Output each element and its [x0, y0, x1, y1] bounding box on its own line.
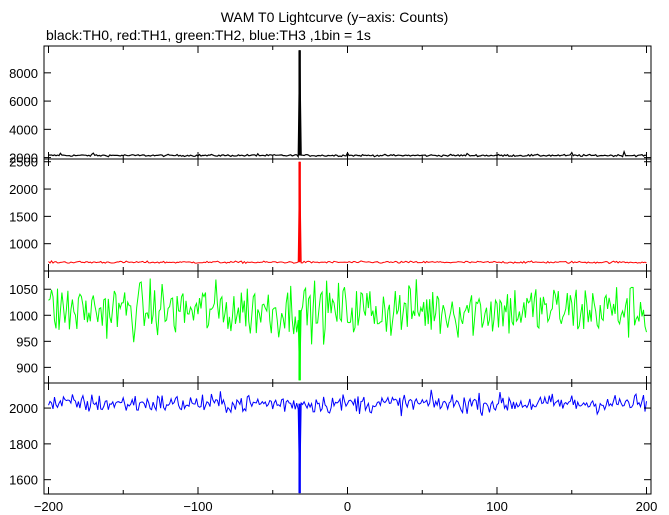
x-tick-label: −200	[34, 499, 63, 514]
y-tick-label-th2: 1000	[9, 308, 38, 323]
series-th2	[48, 278, 647, 381]
y-tick-label-th0: 8000	[9, 66, 38, 81]
panel-frame-th0	[43, 45, 652, 160]
y-tick-label-th0: 2000	[9, 151, 38, 166]
x-tick-label: 200	[636, 499, 658, 514]
panel-frame-th1	[43, 158, 652, 272]
x-tick-label: 100	[486, 499, 508, 514]
chart-subtitle: black:TH0, red:TH1, green:TH2, blue:TH3 …	[46, 27, 371, 43]
x-tick-label: −100	[183, 499, 212, 514]
x-tick-label: 0	[344, 499, 351, 514]
y-tick-label-th2: 950	[16, 334, 38, 349]
y-tick-label-th0: 4000	[9, 122, 38, 137]
y-tick-label-th3: 2000	[9, 401, 38, 416]
y-tick-label-th1: 2500	[9, 155, 38, 170]
y-tick-label-th2: 1050	[9, 282, 38, 297]
series-th3	[48, 389, 647, 494]
y-tick-label-th1: 1500	[9, 209, 38, 224]
y-tick-label-th1: 1000	[9, 237, 38, 252]
y-tick-label-th1: 2000	[9, 182, 38, 197]
y-tick-label-th3: 1800	[9, 437, 38, 452]
y-tick-label-th3: 1600	[9, 473, 38, 488]
series-th1	[48, 161, 647, 265]
chart-title: WAM T0 Lightcurve (y−axis: Counts)	[220, 9, 449, 25]
y-tick-label-th0: 6000	[9, 94, 38, 109]
y-tick-label-th2: 900	[16, 360, 38, 375]
series-th0	[48, 50, 647, 159]
